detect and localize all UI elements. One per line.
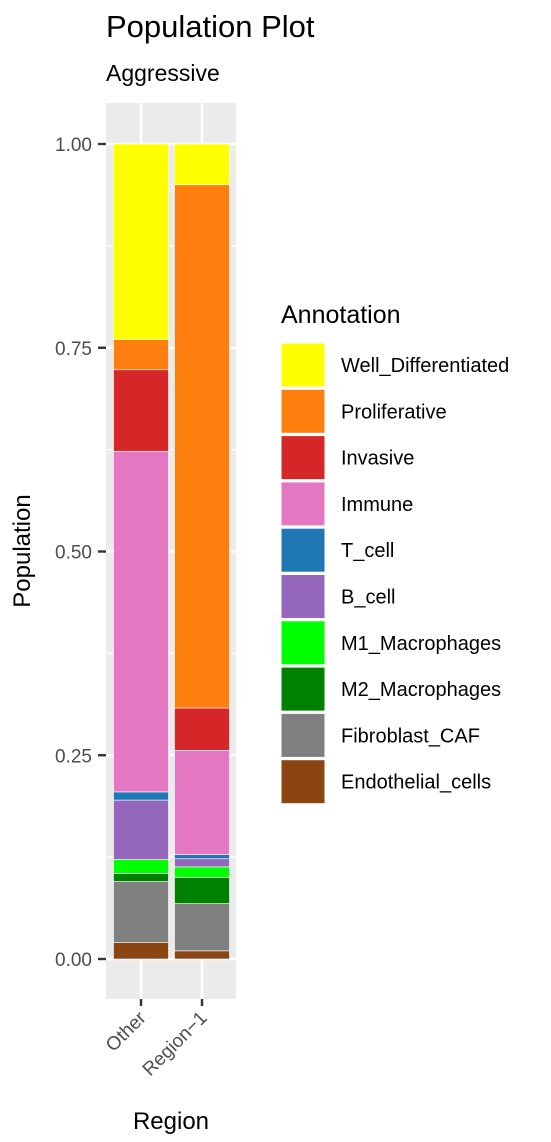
bar-0-segment-9 bbox=[113, 143, 169, 340]
legend-label-9: Endothelial_cells bbox=[341, 772, 491, 794]
bar-0-segment-1 bbox=[113, 881, 169, 944]
bar-1-segment-2 bbox=[174, 877, 230, 904]
legend-label-5: B_cell bbox=[341, 587, 395, 609]
bar-0-segment-8 bbox=[113, 339, 169, 371]
x-tick-label-1: Region−1 bbox=[139, 1008, 212, 1081]
bar-0-segment-2 bbox=[113, 873, 169, 882]
legend-label-4: T_cell bbox=[341, 540, 394, 562]
bar-1-segment-8 bbox=[174, 184, 230, 709]
legend-label-1: Proliferative bbox=[341, 401, 447, 423]
chart-subtitle: Aggressive bbox=[106, 60, 220, 86]
legend-label-8: Fibroblast_CAF bbox=[341, 725, 480, 747]
legend-swatch-5 bbox=[280, 574, 326, 619]
legend-swatch-7 bbox=[280, 666, 326, 712]
bars-group bbox=[113, 143, 230, 960]
legend: Annotation Well_Differentiated Proliferat… bbox=[280, 301, 509, 805]
legend-swatch-2 bbox=[280, 435, 326, 481]
bar-1-segment-9 bbox=[174, 143, 230, 186]
bar-1-segment-3 bbox=[174, 866, 230, 878]
legend-label-0: Well_Differentiated bbox=[341, 355, 509, 377]
bar-1-segment-5 bbox=[174, 854, 230, 860]
bar-1-segment-6 bbox=[174, 750, 230, 855]
bar-1-segment-4 bbox=[174, 858, 230, 868]
legend-swatch-0 bbox=[280, 342, 326, 388]
y-tick-label-3: 0.75 bbox=[55, 339, 92, 360]
y-tick-label-2: 0.50 bbox=[55, 543, 92, 564]
legend-swatch-4 bbox=[280, 527, 326, 573]
bar-0-segment-4 bbox=[113, 799, 169, 860]
legend-swatch-9 bbox=[280, 759, 326, 805]
legend-swatch-1 bbox=[280, 388, 326, 434]
bar-0-segment-6 bbox=[113, 450, 169, 793]
legend-label-2: Invasive bbox=[341, 448, 414, 470]
y-tick-label-0: 0.00 bbox=[55, 950, 92, 971]
bar-0-segment-7 bbox=[113, 369, 169, 452]
bar-0-segment-3 bbox=[113, 859, 169, 874]
y-tick-label-1: 0.25 bbox=[55, 746, 92, 767]
bar-1-segment-0 bbox=[174, 950, 230, 960]
legend-title: Annotation bbox=[281, 301, 401, 329]
bar-1-segment-1 bbox=[174, 903, 230, 952]
x-axis-title: Region bbox=[133, 1108, 209, 1135]
chart-title: Population Plot bbox=[106, 9, 315, 44]
legend-swatch-3 bbox=[280, 481, 326, 527]
bar-0-segment-0 bbox=[113, 942, 169, 960]
bar-1-segment-7 bbox=[174, 707, 230, 751]
legend-label-3: Immune bbox=[341, 494, 413, 516]
y-axis-title: Population bbox=[9, 494, 36, 607]
legend-label-6: M1_Macrophages bbox=[341, 633, 501, 655]
y-tick-label-4: 1.00 bbox=[55, 135, 92, 156]
legend-label-7: M2_Macrophages bbox=[341, 679, 501, 701]
bar-0-segment-5 bbox=[113, 791, 169, 801]
y-axis: 0.00 0.25 0.50 0.75 1.00 bbox=[55, 135, 106, 971]
x-tick-label-0: Other bbox=[102, 1007, 151, 1056]
legend-swatch-6 bbox=[280, 620, 326, 666]
legend-swatch-8 bbox=[280, 712, 326, 758]
